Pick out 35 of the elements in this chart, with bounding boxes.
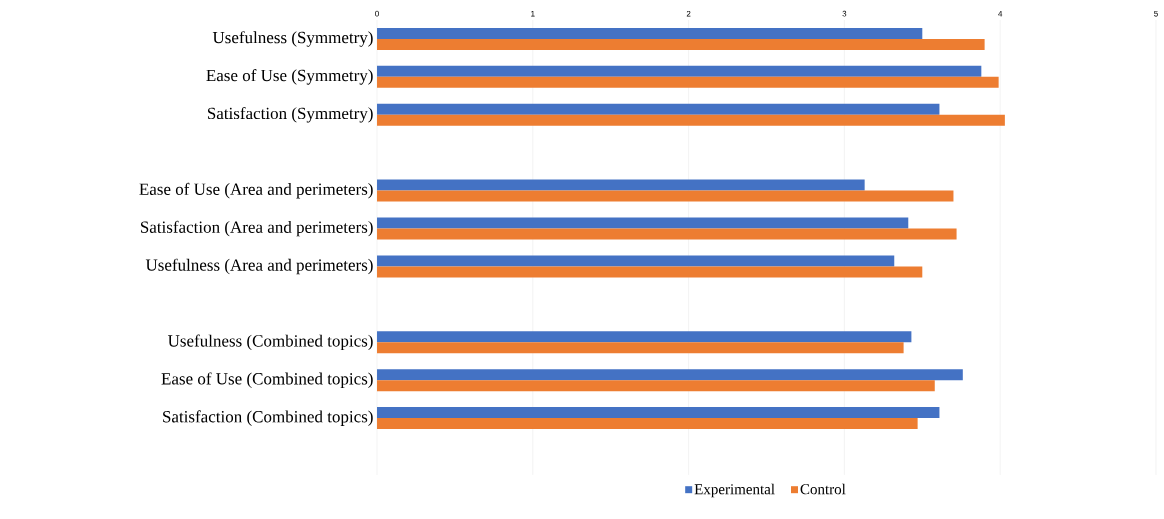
y-tick-label: Satisfaction (Area and perimeters) [140, 220, 373, 237]
bar [377, 27, 923, 39]
bar [377, 38, 985, 50]
bar [377, 65, 982, 77]
legend-label: Control [800, 483, 846, 495]
bar [377, 369, 963, 381]
bar [377, 103, 940, 115]
bar [377, 407, 940, 419]
y-tick-label: Usefulness (Area and perimeters) [145, 258, 373, 275]
y-tick-label: Ease of Use (Area and perimeters) [139, 182, 373, 199]
bar [377, 331, 912, 343]
y-tick-label: Usefulness (Symmetry) [212, 31, 373, 47]
bar [377, 217, 909, 229]
y-tick-label: Satisfaction (Symmetry) [207, 106, 373, 123]
bar [377, 179, 865, 191]
y-tick-label: Ease of Use (Combined topics) [161, 372, 373, 388]
bar [377, 228, 957, 240]
x-tick-label: 0 [375, 10, 379, 17]
legend-label: Experimental [694, 483, 775, 498]
bar [377, 255, 895, 267]
bar [377, 418, 918, 430]
y-tick-label: Usefulness (Combined topics) [167, 334, 373, 351]
y-tick-label: Satisfaction (Combined topics) [163, 410, 373, 426]
y-tick-label: Ease of Use (Symmetry) [206, 69, 373, 85]
x-tick-label: 4 [998, 10, 1003, 17]
bar [377, 266, 923, 278]
bar [377, 76, 999, 88]
bar [377, 190, 954, 202]
bar [377, 342, 904, 354]
x-tick-label: 1 [531, 10, 535, 17]
bar [377, 114, 1005, 126]
x-tick-label: 3 [842, 10, 847, 17]
bar [377, 380, 935, 392]
x-tick-label: 5 [1154, 10, 1158, 17]
x-tick-label: 2 [686, 10, 691, 17]
